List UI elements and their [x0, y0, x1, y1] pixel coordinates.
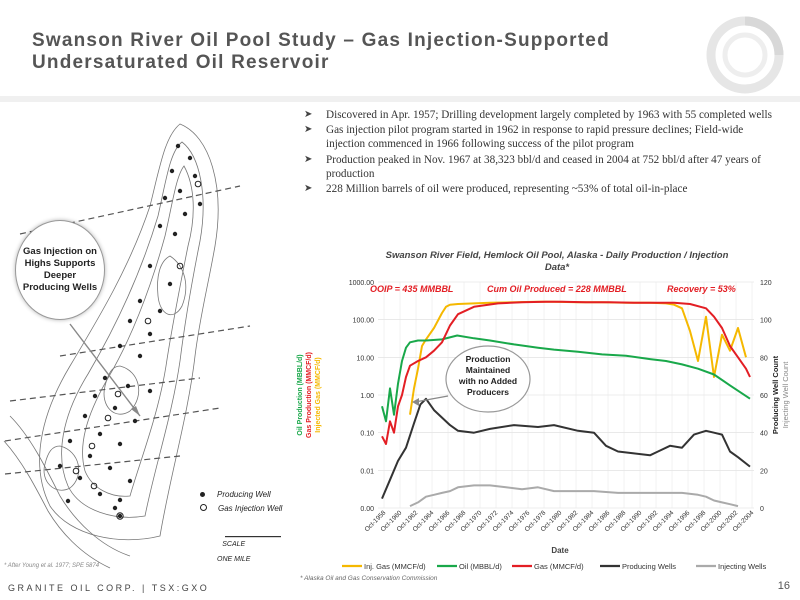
arrow-bullet-icon: ➤	[304, 153, 313, 165]
y-left-axis-label: Injected Gas (MMCF/d)	[315, 357, 322, 432]
recovery-annotation: Recovery = 53%	[667, 284, 736, 294]
series-line-producing-wells	[381, 397, 751, 499]
chart-title: Swanson River Field, Hemlock Oil Pool, A…	[386, 250, 729, 261]
map-callout-text: Gas Injection on Highs Supports Deeper P…	[22, 246, 98, 293]
series-line-oil-mbbl-d-	[381, 334, 751, 423]
production-chart: Swanson River Field, Hemlock Oil Pool, A…	[297, 250, 790, 571]
arrow-bullet-icon: ➤	[304, 183, 313, 195]
y-right-tick-label: 60	[760, 393, 768, 400]
company-logo-icon	[706, 16, 784, 94]
scale-label: SCALE	[222, 541, 246, 548]
chart-source: * Alaska Oil and Gas Conservation Commis…	[300, 575, 438, 582]
injection-well-icon	[200, 504, 207, 511]
bullet-list: ➤ Discovered in Apr. 1957; Drilling devel…	[304, 108, 774, 197]
y-left-tick-label: 10.00	[356, 355, 374, 362]
y-left-tick-label: 1.00	[360, 393, 374, 400]
legend-label: Oil (MBBL/d)	[459, 562, 502, 571]
y-left-tick-label: 1000.00	[349, 280, 374, 287]
y-right-tick-label: 40	[760, 431, 768, 438]
y-left-axis-label: Gas Production (MMCF/d)	[306, 352, 313, 438]
x-axis-label: Date	[551, 546, 569, 555]
callout-line: Maintained	[466, 365, 510, 375]
scale-value: ONE MILE	[217, 556, 251, 563]
chart-title-cont: Data*	[545, 262, 571, 273]
y-left-tick-label: 0.01	[360, 468, 374, 475]
y-left-axis-label: Oil Production (MBBL/d)	[297, 354, 304, 435]
map-citation: * After Young et al. 1977; SPE 5874	[4, 563, 100, 569]
callout-line: Producers	[467, 387, 509, 397]
bullet-item: ➤ Production peaked in Nov. 1967 at 38,32…	[304, 153, 761, 180]
series-line-gas-mmcf-d-	[381, 300, 751, 445]
legend-label: Producing Wells	[622, 562, 676, 571]
legend-producing-label: Producing Well	[217, 490, 271, 499]
legend-label: Gas (MMCF/d)	[534, 562, 584, 571]
chart-callout-text: Production Maintained with no Added Produce…	[458, 354, 517, 397]
ooip-annotation: OOIP = 435 MMBBL	[370, 284, 453, 294]
title-line-1: Swanson River Oil Pool Study – Gas Injec…	[32, 30, 610, 51]
chart-callout: Production Maintained with no Added Produce…	[412, 345, 531, 413]
y-left-tick-label: 100.00	[353, 318, 375, 325]
arrow-bullet-icon: ➤	[304, 124, 313, 136]
y-right-tick-label: 20	[760, 468, 768, 475]
footer-company: GRANITE OIL CORP. | TSX:GXO	[8, 583, 210, 593]
y-left-tick-label: 0.10	[360, 431, 374, 438]
page-number: 16	[777, 580, 790, 592]
map-callout: Gas Injection on Highs Supports Deeper P…	[15, 220, 105, 320]
producing-well-icon	[200, 492, 205, 497]
series-line-injecting-wells	[409, 484, 739, 508]
y-right-tick-label: 80	[760, 355, 768, 362]
y-right-axis-label: Injecting Well Count	[781, 361, 790, 428]
header-divider	[0, 96, 800, 102]
bullet-item: ➤ 228 Million barrels of oil were produce…	[304, 183, 688, 196]
y-right-tick-label: 100	[760, 318, 772, 325]
page-title: Swanson River Oil Pool Study – Gas Injec…	[32, 30, 672, 74]
bullet-item: ➤ Gas injection pilot program started in …	[304, 124, 744, 151]
title-line-2: Undersaturated Oil Reservoir	[32, 52, 330, 73]
callout-line: with no Added	[458, 376, 517, 386]
callout-line: Production	[466, 354, 511, 364]
y-right-axis-label: Producing Well Count	[771, 355, 780, 434]
legend-label: Injecting Wells	[718, 562, 766, 571]
y-right-tick-label: 0	[760, 506, 764, 513]
legend-label: Inj. Gas (MMCF/d)	[364, 562, 426, 571]
bullet-item: ➤ Discovered in Apr. 1957; Drilling devel…	[304, 109, 772, 121]
legend-injection-label: Gas Injection Well	[218, 504, 283, 513]
cum-annotation: Cum Oil Produced = 228 MMBBL	[487, 284, 627, 294]
arrow-bullet-icon: ➤	[304, 109, 313, 120]
y-right-tick-label: 120	[760, 280, 772, 287]
map-scale: SCALE ONE MILE	[217, 540, 250, 564]
structure-map	[3, 123, 281, 569]
map-legend: Producing Well Gas Injection Well	[200, 490, 282, 513]
y-left-tick-label: 0.00	[360, 506, 374, 513]
